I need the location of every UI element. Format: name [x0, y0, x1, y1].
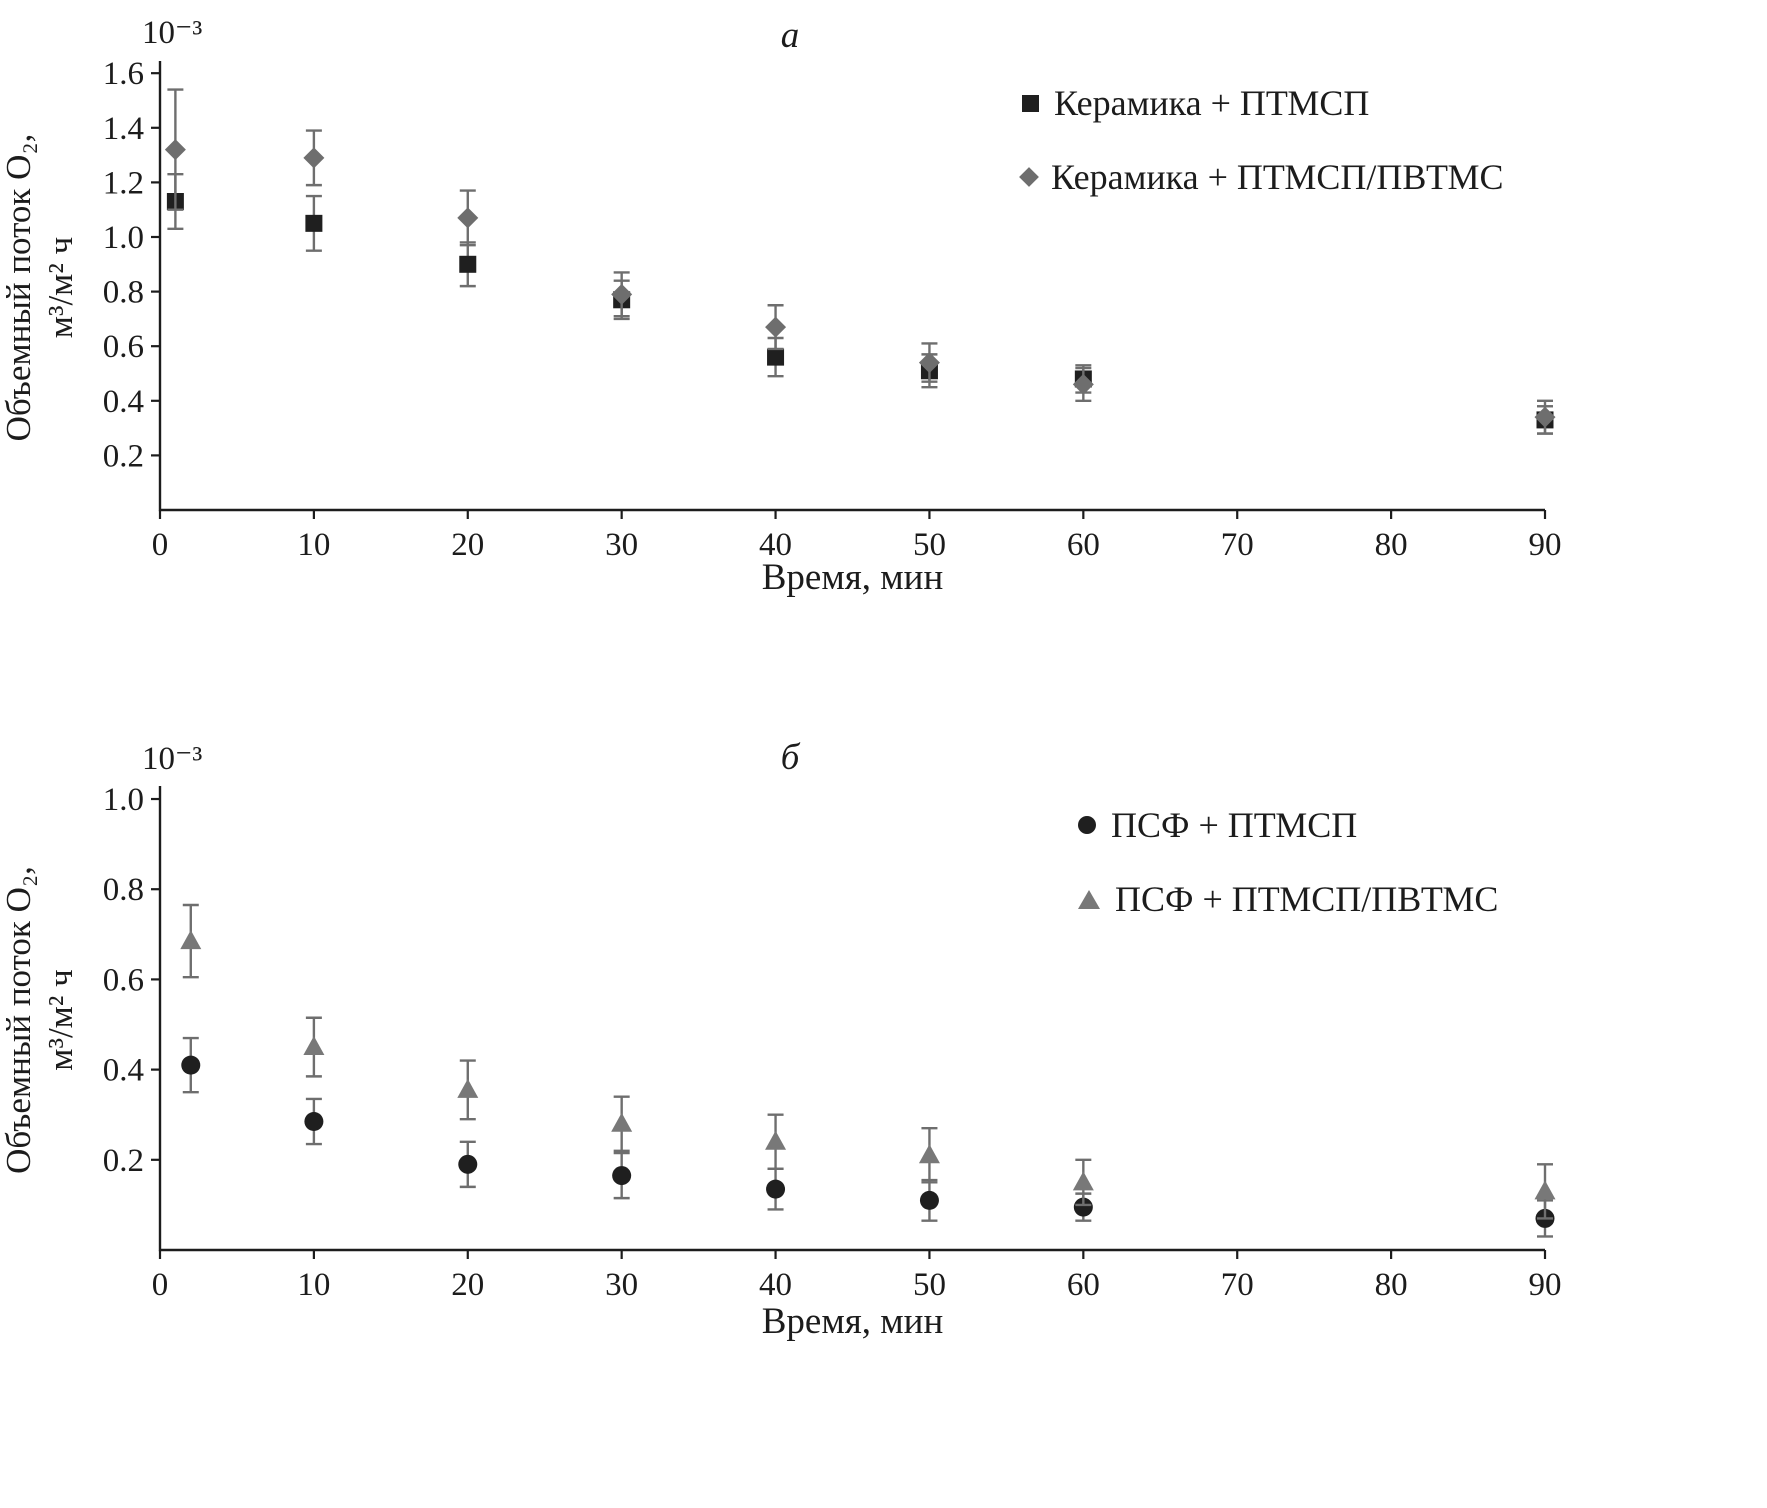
x-tick-label: 90 — [1529, 1267, 1562, 1303]
legend-label: ПСФ + ПТМСП/ПВТМС — [1115, 879, 1499, 919]
triangle-marker — [457, 1078, 479, 1098]
x-tick-label: 40 — [759, 1267, 792, 1303]
circle-marker — [919, 1190, 939, 1210]
circle-marker — [458, 1154, 478, 1174]
legend-a: Керамика + ПТМСП Керамика + ПТМСП/ПВТМС — [1019, 82, 1504, 198]
diamond-marker — [164, 139, 186, 161]
x-tick-label: 30 — [605, 1267, 638, 1303]
x-tick-label: 60 — [1067, 1267, 1100, 1303]
x-tick-label: 90 — [1529, 527, 1562, 563]
square-marker — [459, 255, 477, 273]
chart-panel-b: 0 10 20 30 40 50 60 70 80 90 0.2 0.4 0.6 0.8 1.0 Объемн… — [0, 700, 1767, 1508]
x-tick-label: 20 — [451, 1267, 484, 1303]
series-0 — [181, 1036, 1555, 1238]
circle-marker — [304, 1111, 324, 1131]
triangle-marker-icon — [1078, 889, 1100, 909]
x-tick-label: 70 — [1221, 527, 1254, 563]
diamond-marker — [303, 147, 325, 169]
diamond-marker — [1072, 373, 1094, 395]
x-tick-label: 20 — [451, 527, 484, 563]
triangle-marker — [180, 930, 202, 950]
x-tick-label: 10 — [297, 1267, 330, 1303]
y-tick-label: 0.8 — [103, 872, 144, 908]
y-tick-label: 1.2 — [103, 165, 144, 201]
y-axis-title-line2: м³/м² ч — [41, 237, 80, 338]
y-axis-title-line1: Объемный поток O₂, — [0, 866, 38, 1174]
legend-item: Керамика + ПТМСП/ПВТМС — [1019, 156, 1504, 198]
circle-marker — [612, 1166, 632, 1186]
triangle-marker — [1072, 1171, 1094, 1191]
x-tick-label: 50 — [913, 527, 946, 563]
legend-b: ПСФ + ПТМСП ПСФ + ПТМСП/ПВТМС — [1078, 804, 1498, 920]
x-axis-title-a: Время, мин — [761, 557, 944, 598]
legend-item: ПСФ + ПТМСП/ПВТМС — [1078, 878, 1498, 920]
triangle-marker — [1534, 1180, 1556, 1200]
diamond-marker — [918, 352, 940, 374]
triangle-marker — [303, 1036, 325, 1056]
legend-label: Керамика + ПТМСП/ПВТМС — [1051, 157, 1504, 197]
circle-marker — [766, 1179, 786, 1199]
panel-a-title: а — [780, 15, 800, 56]
triangle-marker — [765, 1130, 787, 1150]
series-0 — [166, 173, 1554, 435]
x-tick-label: 30 — [605, 527, 638, 563]
x-tick-label: 80 — [1375, 1267, 1408, 1303]
y-tick-label: 1.0 — [103, 782, 144, 818]
square-marker-icon — [1022, 94, 1039, 112]
legend-label: Керамика + ПТМСП — [1054, 83, 1370, 123]
y-tick-label: 1.6 — [103, 56, 144, 92]
diamond-marker-icon — [1019, 167, 1039, 187]
y-tick-label: 0.2 — [103, 1143, 144, 1179]
legend-item: ПСФ + ПТМСП — [1078, 804, 1498, 846]
square-marker — [305, 214, 323, 232]
y-tick-label: 0.2 — [103, 438, 144, 474]
y-tick-label: 1.4 — [103, 111, 144, 147]
plot-area: 0 10 20 30 40 50 60 70 80 90 0.2 0.4 0.6 0.8 1.0 Объемн… — [0, 782, 1562, 1303]
y-axis-title-line2: м³/м² ч — [41, 969, 80, 1070]
y-tick-label: 0.4 — [103, 1053, 144, 1089]
x-tick-label: 60 — [1067, 527, 1100, 563]
legend-label: ПСФ + ПТМСП — [1111, 805, 1358, 845]
x-tick-label: 40 — [759, 527, 792, 563]
y-axis-title-line1: Объемный поток O₂, — [0, 134, 38, 442]
square-marker — [767, 348, 785, 366]
x-axis-title-b: Время, мин — [761, 1301, 944, 1342]
series-1 — [164, 88, 1556, 435]
diamond-marker — [457, 207, 479, 229]
y-tick-label: 0.6 — [103, 329, 144, 365]
chart-a-canvas: 0 10 20 30 40 50 60 70 80 90 0.2 0.4 0.6 0.8 1.0 1.2 1.4… — [0, 56, 1562, 563]
y-axis-scale-multiplier-b: 10⁻³ — [142, 741, 203, 777]
circle-marker — [1073, 1197, 1093, 1217]
triangle-marker — [611, 1112, 633, 1132]
x-tick-label: 10 — [297, 527, 330, 563]
y-tick-label: 0.4 — [103, 384, 144, 420]
y-tick-label: 0.8 — [103, 275, 144, 311]
y-axis-scale-multiplier-a: 10⁻³ — [142, 15, 203, 51]
diamond-marker — [765, 316, 787, 338]
x-tick-label: 0 — [152, 527, 169, 563]
series-1 — [180, 903, 1556, 1220]
diamond-marker — [611, 283, 633, 305]
y-tick-label: 0.6 — [103, 962, 144, 998]
circle-marker — [181, 1055, 201, 1075]
x-tick-label: 50 — [913, 1267, 946, 1303]
panel-b-title: б — [780, 737, 800, 778]
plot-area: 0 10 20 30 40 50 60 70 80 90 0.2 0.4 0.6 0.8 1.0 1.2 1.4… — [0, 56, 1562, 563]
triangle-marker — [918, 1144, 940, 1164]
legend-item: Керамика + ПТМСП — [1022, 82, 1503, 124]
chart-b-canvas: 0 10 20 30 40 50 60 70 80 90 0.2 0.4 0.6 0.8 1.0 Объемн… — [0, 782, 1562, 1303]
circle-marker-icon — [1078, 816, 1096, 834]
diamond-marker — [1534, 406, 1556, 428]
y-tick-label: 1.0 — [103, 220, 144, 256]
x-tick-label: 70 — [1221, 1267, 1254, 1303]
x-tick-label: 80 — [1375, 527, 1408, 563]
chart-panel-a: 0 10 20 30 40 50 60 70 80 90 0.2 0.4 0.6 0.8 1.0 1.2 1.4… — [0, 0, 1767, 650]
x-tick-label: 0 — [152, 1267, 169, 1303]
